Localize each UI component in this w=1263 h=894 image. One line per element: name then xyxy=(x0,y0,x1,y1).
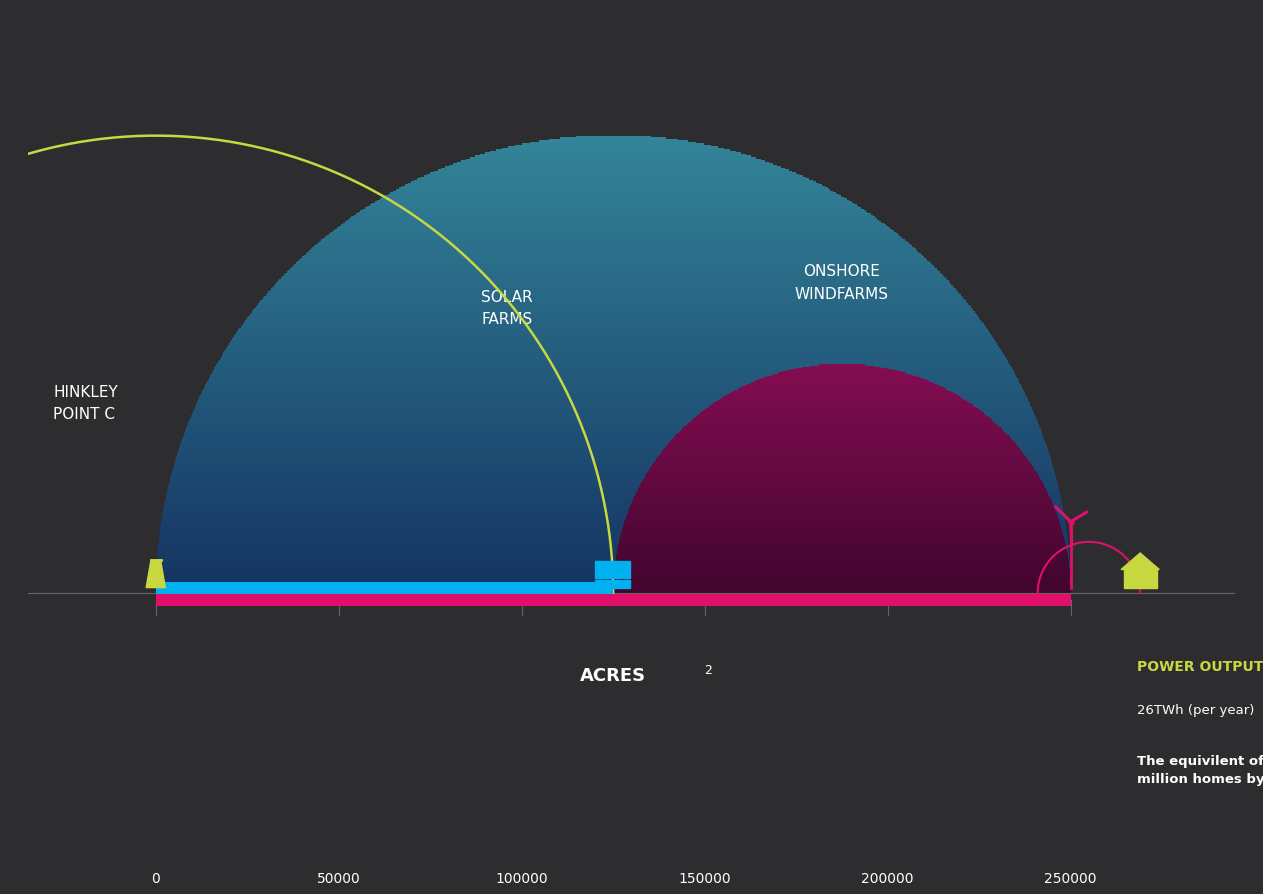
Text: ONSHORE
WINDFARMS: ONSHORE WINDFARMS xyxy=(794,264,889,301)
Text: The equivilent of 6
million homes by 2025: The equivilent of 6 million homes by 202… xyxy=(1137,755,1263,785)
Text: 26TWh (per year): 26TWh (per year) xyxy=(1137,703,1254,716)
Bar xyxy=(604,570,613,578)
Text: SOLAR
FARMS: SOLAR FARMS xyxy=(481,290,533,327)
Bar xyxy=(595,570,602,578)
Bar xyxy=(604,561,613,569)
Text: POWER OUTPUT: POWER OUTPUT xyxy=(1137,659,1263,673)
Bar xyxy=(623,570,630,578)
Polygon shape xyxy=(147,561,165,588)
Bar xyxy=(604,580,613,588)
Bar xyxy=(614,570,621,578)
Bar xyxy=(614,561,621,569)
Bar xyxy=(614,580,621,588)
Text: HINKLEY
POINT C: HINKLEY POINT C xyxy=(53,384,117,422)
Polygon shape xyxy=(1122,553,1159,569)
Bar xyxy=(1124,569,1157,588)
Text: 2: 2 xyxy=(705,663,712,677)
Bar xyxy=(595,561,602,569)
Text: ACRES: ACRES xyxy=(580,667,647,685)
Bar xyxy=(595,580,602,588)
Bar xyxy=(623,561,630,569)
Bar xyxy=(623,580,630,588)
